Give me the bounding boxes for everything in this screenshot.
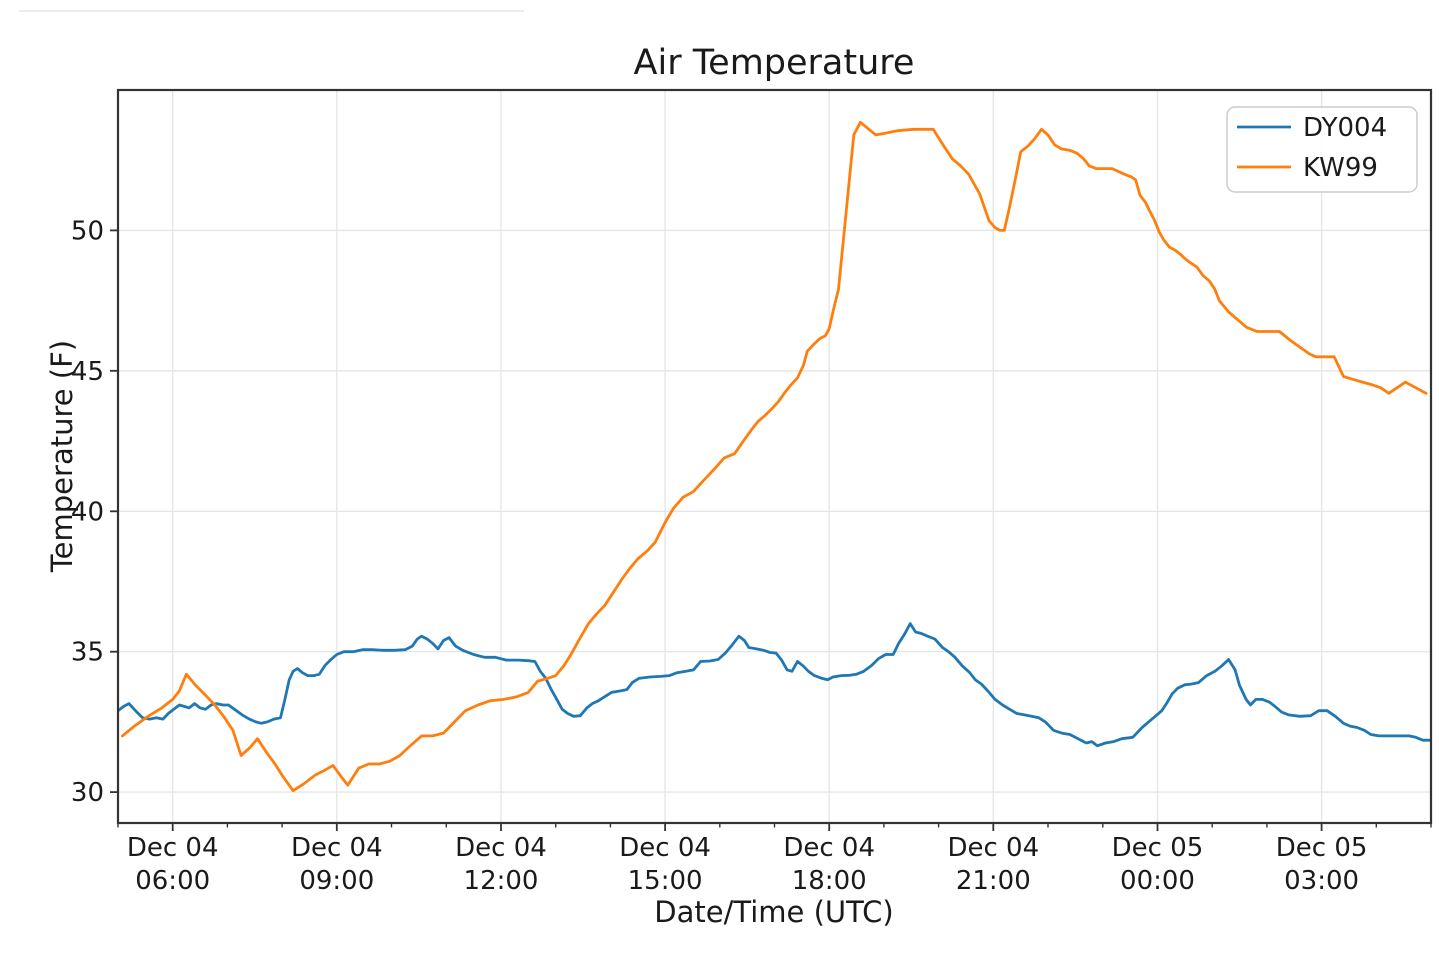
x-tick-label-date: Dec 04 [783,833,875,863]
x-tick-label-date: Dec 05 [1112,833,1204,863]
x-axis-label: Date/Time (UTC) [654,895,893,929]
x-tick-label-time: 21:00 [956,866,1031,896]
y-tick-label-30: 30 [71,778,104,808]
x-tick-label-time: 03:00 [1284,866,1359,896]
top-rule [19,10,524,12]
x-tick-label-date: Dec 04 [947,833,1039,863]
y-tick-label-50: 50 [71,216,104,246]
legend-label-DY004: DY004 [1303,113,1387,143]
x-tick-label-date: Dec 04 [291,833,383,863]
x-tick-label-time: 18:00 [792,866,867,896]
x-tick-label-time: 00:00 [1120,866,1195,896]
series-line-DY004 [118,622,1431,748]
x-tick-label-date: Dec 04 [619,833,711,863]
frame-layer [116,88,1433,825]
y-axis-label: Temperature (F) [45,340,79,573]
y-tick-label-35: 35 [71,638,104,668]
plot-frame [116,88,1433,825]
y-tick-label-40: 40 [71,497,104,527]
legend-label-KW99: KW99 [1303,153,1378,183]
x-tick-label-time: 06:00 [135,866,210,896]
x-tick-label-time: 15:00 [628,866,703,896]
x-tick-label-time: 12:00 [464,866,539,896]
label-layer: Air Temperature Date/Time (UTC) Temperat… [45,43,914,929]
series-layer [118,120,1431,793]
chart-title: Air Temperature [634,43,915,83]
x-tick-label-date: Dec 05 [1276,833,1368,863]
series-line-KW99 [121,120,1428,793]
grid-layer [118,90,1431,823]
legend: DY004 KW99 [1226,106,1418,193]
y-tick-label-45: 45 [71,357,104,387]
x-tick-label-date: Dec 04 [127,833,219,863]
x-tick-label-date: Dec 04 [455,833,547,863]
x-tick-label-time: 09:00 [299,866,374,896]
